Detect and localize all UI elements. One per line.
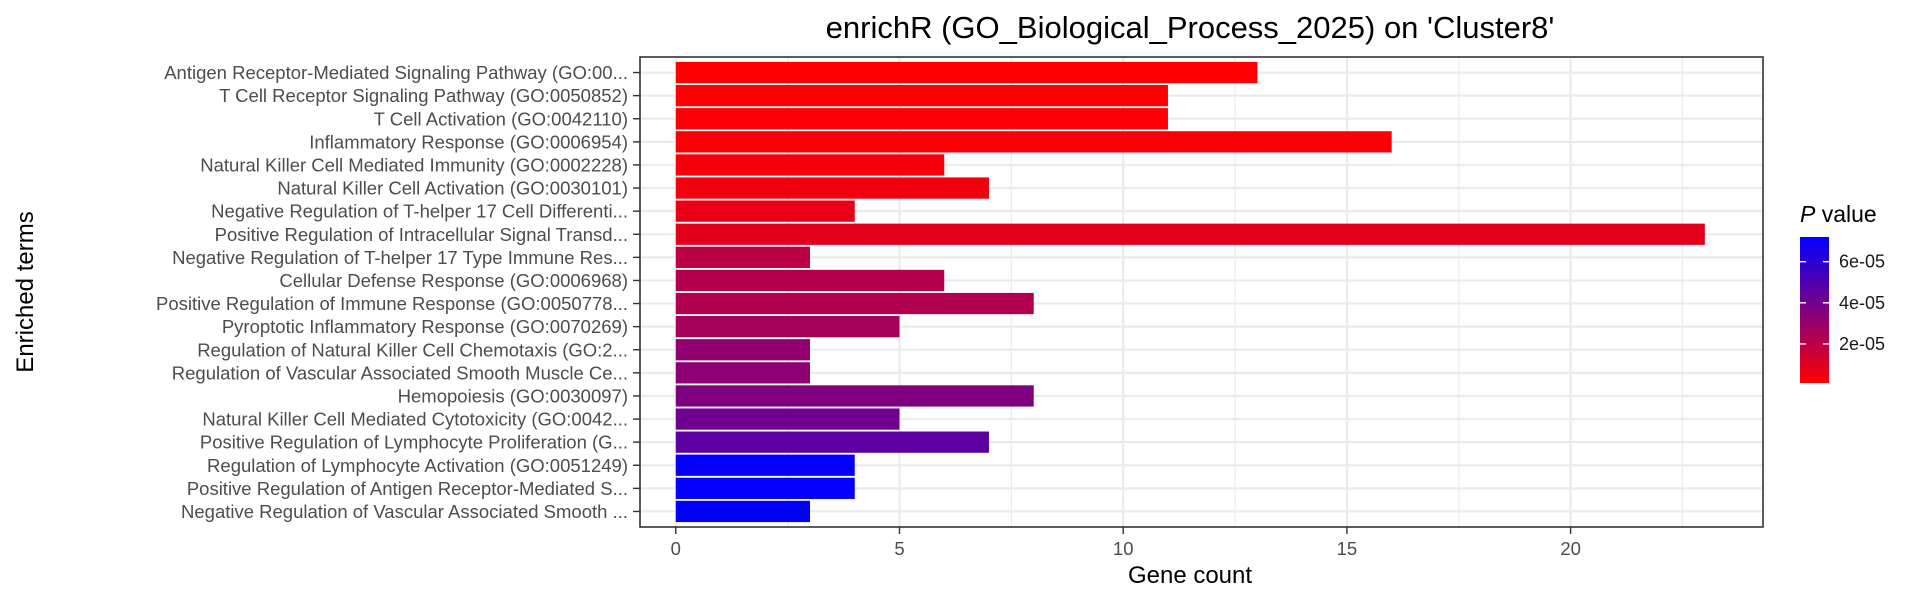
y-tick-label: T Cell Activation (GO:0042110) (374, 108, 628, 129)
bar (675, 177, 989, 199)
y-tick-label: Inflammatory Response (GO:0006954) (309, 131, 628, 152)
y-tick-label: Positive Regulation of Intracellular Sig… (215, 224, 628, 245)
bar (675, 292, 1034, 315)
y-tick-label: Negative Regulation of T-helper 17 Type … (172, 247, 628, 268)
legend-title-rest: value (1815, 201, 1876, 227)
bar (675, 131, 1392, 153)
legend-color-bar (1800, 237, 1829, 383)
bar (675, 200, 855, 222)
y-tick-label: Antigen Receptor-Mediated Signaling Path… (164, 62, 628, 83)
bar (675, 85, 1168, 107)
bar (675, 500, 811, 523)
bar (675, 385, 1034, 407)
bar (675, 223, 1705, 245)
y-tick-label: T Cell Receptor Signaling Pathway (GO:00… (219, 85, 628, 106)
bar (675, 108, 1168, 130)
y-axis-title: Enriched terms (12, 211, 39, 372)
legend-title-italic: P (1800, 201, 1816, 227)
y-tick-label: Cellular Defense Response (GO:0006968) (279, 270, 628, 291)
y-tick-label: Positive Regulation of Lymphocyte Prolif… (200, 432, 628, 453)
x-tick-label: 15 (1337, 538, 1358, 559)
y-tick-label: Natural Killer Cell Mediated Cytotoxicit… (202, 409, 628, 430)
y-tick-label: Natural Killer Cell Mediated Immunity (G… (200, 154, 628, 175)
y-tick-label: Positive Regulation of Immune Response (… (156, 293, 628, 314)
bar (675, 269, 945, 292)
legend-tick-label: 6e-05 (1839, 252, 1885, 272)
y-tick-labels: Antigen Receptor-Mediated Signaling Path… (156, 62, 640, 522)
legend-tick-label: 2e-05 (1839, 334, 1885, 354)
bar (675, 362, 811, 384)
y-tick-label: Regulation of Natural Killer Cell Chemot… (197, 339, 628, 360)
plot-panel-border (639, 56, 1764, 528)
legend-tick-label: 4e-05 (1839, 293, 1885, 313)
bar (675, 454, 855, 476)
y-tick-label: Pyroptotic Inflammatory Response (GO:007… (222, 316, 628, 337)
x-tick-labels: 0 5 10 15 20 (671, 527, 1581, 559)
legend-ticks: 6e-05 4e-05 2e-05 (1800, 252, 1885, 354)
bar (675, 316, 900, 338)
bar (675, 339, 811, 361)
x-tick-label: 5 (894, 538, 904, 559)
y-tick-label: Regulation of Lymphocyte Activation (GO:… (207, 455, 628, 476)
bar (675, 431, 989, 453)
bar (675, 246, 811, 268)
x-tick-label: 0 (671, 538, 681, 559)
x-axis-title: Gene count (1128, 562, 1252, 589)
bar (675, 61, 1258, 84)
x-tick-label: 10 (1113, 538, 1134, 559)
bar (675, 154, 945, 176)
bar (675, 408, 900, 430)
y-tick-label: Negative Regulation of T-helper 17 Cell … (211, 201, 628, 222)
x-tick-label: 20 (1560, 538, 1581, 559)
bars-layer (675, 61, 1705, 523)
y-tick-label: Negative Regulation of Vascular Associat… (181, 501, 628, 522)
y-tick-label: Regulation of Vascular Associated Smooth… (172, 362, 628, 383)
bar (675, 477, 855, 499)
pvalue-color-legend: P value 6e-05 4e-05 2e-05 (1800, 201, 1885, 383)
y-tick-label: Positive Regulation of Antigen Receptor-… (187, 478, 628, 499)
y-tick-label: Natural Killer Cell Activation (GO:00301… (277, 178, 628, 199)
legend-title: P value (1800, 201, 1877, 227)
chart-title: enrichR (GO_Biological_Process_2025) on … (826, 10, 1555, 45)
y-tick-label: Hemopoiesis (GO:0030097) (398, 385, 628, 406)
